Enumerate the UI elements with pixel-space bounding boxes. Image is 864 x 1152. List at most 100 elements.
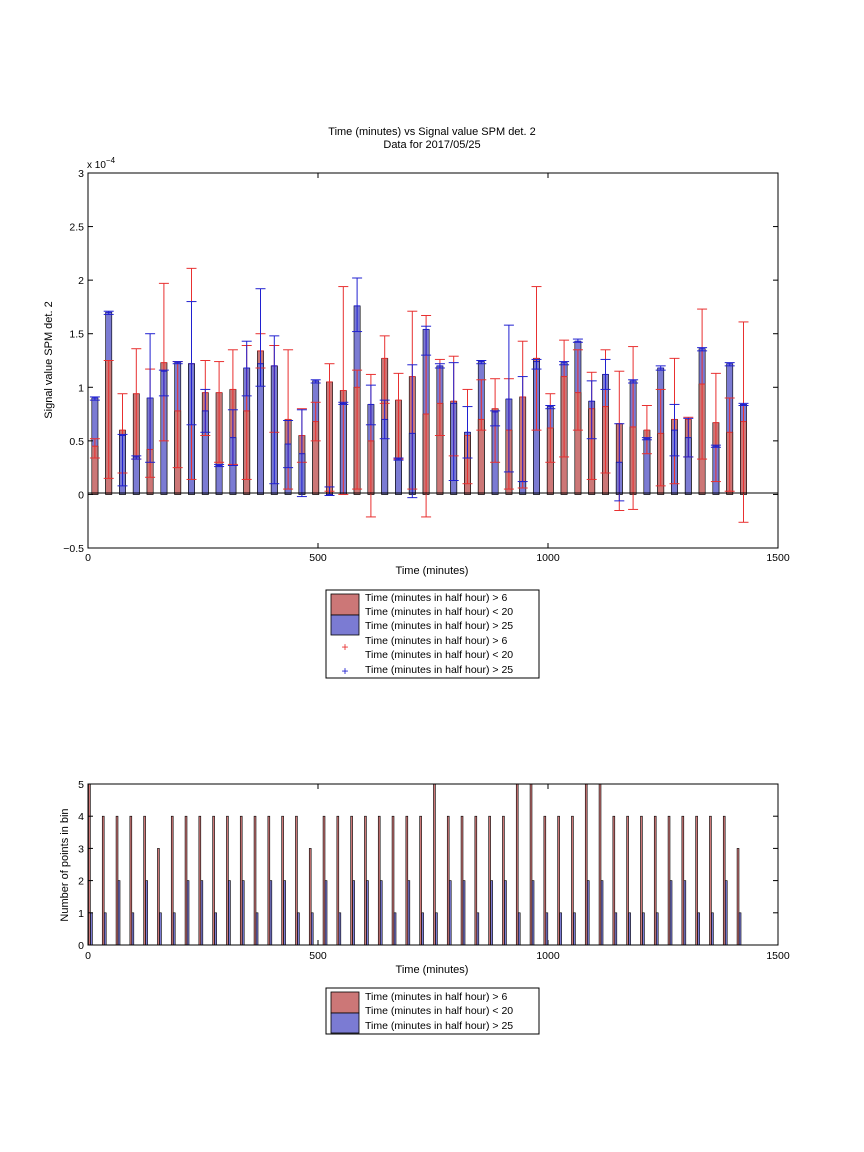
count-bar-blue xyxy=(490,880,493,946)
y-exponent-label: x 10−4 xyxy=(87,156,116,171)
count-bar-blue xyxy=(117,880,121,946)
legend-entry: Time (minutes in half hour) > 25 xyxy=(365,620,513,632)
count-bar-red xyxy=(308,848,312,946)
plot-frame xyxy=(87,172,779,549)
legend-entry: Time (minutes in half hour) > 6 xyxy=(365,635,507,647)
count-bar-red xyxy=(612,815,616,946)
signal-axes: 0 500 1000 1500−0.500.511.522.53 xyxy=(63,168,790,564)
count-bar-red xyxy=(557,815,560,946)
count-bar-red xyxy=(584,783,588,946)
legend-entry: Time (minutes in half hour) > 6 xyxy=(365,991,507,1003)
count-bar-red xyxy=(502,815,505,946)
count-bar-red xyxy=(391,815,395,946)
count-bar-red xyxy=(143,815,146,946)
count-bar-blue xyxy=(724,880,728,946)
y-axis-label: Signal value SPM det. 2 xyxy=(43,301,55,418)
count-bar-red xyxy=(88,783,91,946)
count-bar-blue xyxy=(407,880,411,946)
count-bar-blue xyxy=(214,912,217,946)
count-bar-blue xyxy=(131,912,135,946)
count-bar-blue xyxy=(435,912,438,946)
signal-legend: + + Time (minutes in half hour) > 6 Time… xyxy=(325,589,540,679)
count-bar-blue xyxy=(669,880,673,946)
y-exponent-power: −4 xyxy=(106,156,116,165)
count-axes: 0 500 1000 1500 0 1 2 3 4 5 xyxy=(78,779,790,962)
x-tick-label: 1000 xyxy=(536,552,560,564)
count-bar-blue xyxy=(504,880,507,946)
count-bar-red xyxy=(529,783,533,946)
count-bar-red xyxy=(115,815,119,946)
count-bar-blue xyxy=(90,912,93,946)
count-bar-red xyxy=(212,815,215,946)
legend-box xyxy=(325,987,540,1035)
legend-entry: Time (minutes in half hour) < 20 xyxy=(365,1005,513,1017)
y-tick-label: 0.5 xyxy=(69,436,84,448)
count-bar-red xyxy=(350,815,353,946)
legend-entry: Time (minutes in half hour) < 20 xyxy=(365,649,513,661)
count-bar-red xyxy=(157,848,160,946)
y-tick-label: 1 xyxy=(78,908,84,920)
y-axis-label: Number of points in bin xyxy=(59,808,71,921)
legend-marker-red: + xyxy=(341,640,348,654)
count-bar-red xyxy=(184,815,188,946)
count-bar-blue xyxy=(283,880,286,946)
y-tick-label: 2.5 xyxy=(69,222,84,234)
count-bar-blue xyxy=(228,880,231,946)
x-tick-label: 500 xyxy=(309,552,327,564)
count-bar-blue xyxy=(531,880,535,946)
count-bar-red xyxy=(543,815,547,946)
count-bar-blue xyxy=(614,912,618,946)
count-bar-red xyxy=(640,815,643,946)
count-bar-blue xyxy=(683,880,687,946)
y-tick-label: 5 xyxy=(78,779,84,791)
y-tick-label: −0.5 xyxy=(63,543,84,555)
chart-title: Time (minutes) vs Signal value SPM det. … xyxy=(328,126,535,138)
chart-subtitle: Data for 2017/05/25 xyxy=(383,139,480,151)
legend-entry: Time (minutes in half hour) > 25 xyxy=(365,1020,513,1032)
legend-box xyxy=(325,589,540,679)
y-tick-label: 1.5 xyxy=(69,329,84,341)
count-bar-red xyxy=(170,815,174,946)
signal-errorbars xyxy=(89,267,749,523)
count-chart: 0 500 1000 1500 0 1 2 3 4 5 Time (minutes) Number… xyxy=(59,779,790,1035)
count-bar-red xyxy=(667,815,671,946)
count-bar-red xyxy=(198,815,202,946)
count-bar-red xyxy=(377,815,381,946)
count-bar-red xyxy=(474,815,478,946)
count-bar-blue xyxy=(366,880,369,946)
count-bar-blue xyxy=(586,880,590,946)
y-tick-label: 2 xyxy=(78,876,84,888)
count-bar-red xyxy=(736,848,740,946)
count-bar-blue xyxy=(697,912,700,946)
count-legend: Time (minutes in half hour) > 6 Time (mi… xyxy=(325,987,540,1035)
x-tick-label: 500 xyxy=(309,950,327,962)
count-bar-red xyxy=(253,815,257,946)
count-bar-red xyxy=(281,815,284,946)
x-tick-label: 0 xyxy=(85,552,91,564)
count-bar-blue xyxy=(352,880,355,946)
bar-blue xyxy=(132,456,140,495)
legend-swatch-blue xyxy=(330,614,360,636)
count-bar-red xyxy=(101,815,105,946)
count-bar-red xyxy=(405,815,409,946)
x-tick-label: 1500 xyxy=(766,552,790,564)
count-bar-blue xyxy=(600,880,604,946)
count-bar-red xyxy=(433,783,436,946)
count-bar-red xyxy=(295,815,298,946)
bar-red xyxy=(477,419,485,495)
y-tick-label: 3 xyxy=(78,843,84,855)
count-bar-red xyxy=(571,815,574,946)
count-bar-red xyxy=(129,815,133,946)
x-tick-label: 1000 xyxy=(536,950,560,962)
bar-blue xyxy=(395,458,402,495)
count-bar-red xyxy=(709,815,712,946)
count-bar-blue xyxy=(186,880,190,946)
count-bar-red xyxy=(653,815,657,946)
count-bar-blue xyxy=(559,912,562,946)
count-bar-blue xyxy=(476,912,480,946)
bar-blue xyxy=(215,465,223,495)
count-bar-red xyxy=(695,815,698,946)
x-axis-label: Time (minutes) xyxy=(396,964,469,976)
count-bar-red xyxy=(226,815,229,946)
x-tick-label: 1500 xyxy=(766,950,790,962)
